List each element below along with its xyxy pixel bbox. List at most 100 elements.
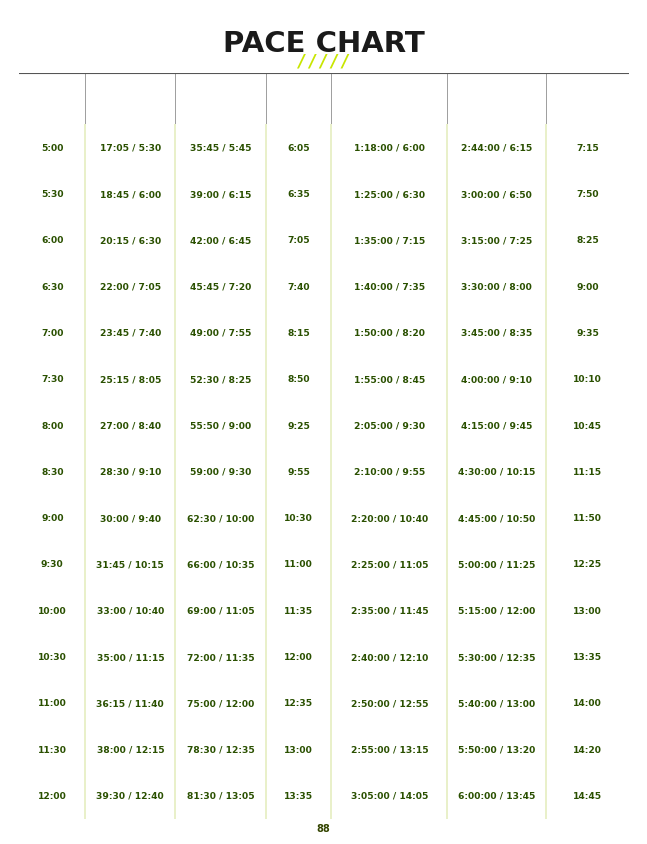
Text: 7:15: 7:15	[576, 143, 599, 153]
Text: 11:35: 11:35	[284, 606, 313, 615]
Text: 13:00: 13:00	[573, 606, 602, 615]
Text: 9:35: 9:35	[576, 328, 599, 338]
Text: 11:30: 11:30	[38, 744, 67, 754]
Text: 45:45 / 7:20: 45:45 / 7:20	[190, 282, 251, 291]
Text: 2:10:00 / 9:55: 2:10:00 / 9:55	[354, 468, 425, 476]
Text: 35:00 / 11:15: 35:00 / 11:15	[96, 652, 164, 662]
Text: MARATHON BEST /
AVG MILE PACE: MARATHON BEST / AVG MILE PACE	[457, 89, 536, 110]
Text: 2:55:00 / 13:15: 2:55:00 / 13:15	[351, 744, 428, 754]
Text: 39:00 / 6:15: 39:00 / 6:15	[190, 190, 251, 199]
Text: HALF MARATHON BEST /
AVG MILE PACE: HALF MARATHON BEST / AVG MILE PACE	[337, 89, 442, 110]
Text: 6:00: 6:00	[41, 236, 63, 245]
Text: 12:35: 12:35	[284, 699, 313, 707]
Text: 18:45 / 6:00: 18:45 / 6:00	[100, 190, 161, 199]
Text: 66:00 / 10:35: 66:00 / 10:35	[187, 560, 254, 569]
Text: 4:30:00 / 10:15: 4:30:00 / 10:15	[458, 468, 535, 476]
Text: 27:00 / 8:40: 27:00 / 8:40	[100, 421, 161, 430]
Text: 55:50 / 9:00: 55:50 / 9:00	[190, 421, 251, 430]
Text: 25:15 / 8:05: 25:15 / 8:05	[100, 375, 161, 384]
Text: 10:30: 10:30	[284, 513, 313, 522]
Text: 23:45 / 7:40: 23:45 / 7:40	[100, 328, 161, 338]
Text: 9:00: 9:00	[41, 513, 63, 522]
Text: 33:00 / 10:40: 33:00 / 10:40	[96, 606, 164, 615]
Text: 11:00: 11:00	[284, 560, 313, 569]
Text: 2:20:00 / 10:40: 2:20:00 / 10:40	[351, 513, 428, 522]
Text: 20:15 / 6:30: 20:15 / 6:30	[100, 236, 161, 245]
Text: 3:30:00 / 8:00: 3:30:00 / 8:00	[461, 282, 532, 291]
Text: 9:55: 9:55	[287, 468, 310, 476]
Text: 2:50:00 / 12:55: 2:50:00 / 12:55	[351, 699, 428, 707]
Text: 14:00: 14:00	[573, 699, 602, 707]
Text: 7:50: 7:50	[576, 190, 598, 199]
Text: 5:30:00 / 12:35: 5:30:00 / 12:35	[458, 652, 535, 662]
Text: 38:00 / 12:15: 38:00 / 12:15	[96, 744, 164, 754]
Text: 8:30: 8:30	[41, 468, 63, 476]
Text: 28:30 / 9:10: 28:30 / 9:10	[100, 468, 161, 476]
Text: 52:30 / 8:25: 52:30 / 8:25	[190, 375, 251, 384]
Text: 8:50: 8:50	[287, 375, 310, 384]
Text: 6:00:00 / 13:45: 6:00:00 / 13:45	[458, 791, 535, 800]
Text: 30:00 / 9:40: 30:00 / 9:40	[100, 513, 161, 522]
Text: 7:05: 7:05	[287, 236, 310, 245]
Text: PACE CHART: PACE CHART	[223, 30, 424, 57]
Text: 31:45 / 10:15: 31:45 / 10:15	[96, 560, 164, 569]
Text: 6:30: 6:30	[41, 282, 63, 291]
Text: 5:15:00 / 12:00: 5:15:00 / 12:00	[458, 606, 535, 615]
Text: 88: 88	[316, 823, 331, 833]
Text: 14:20: 14:20	[573, 744, 602, 754]
Text: 75:00 / 12:00: 75:00 / 12:00	[187, 699, 254, 707]
Text: 13:00: 13:00	[284, 744, 313, 754]
Text: 49:00 / 7:55: 49:00 / 7:55	[190, 328, 251, 338]
Text: 2:35:00 / 11:45: 2:35:00 / 11:45	[351, 606, 428, 615]
Text: 10K BEST /
AVG MILE PACE: 10K BEST / AVG MILE PACE	[188, 89, 253, 110]
Text: 1:55:00 / 8:45: 1:55:00 / 8:45	[354, 375, 425, 384]
Text: 3:45:00 / 8:35: 3:45:00 / 8:35	[461, 328, 532, 338]
Text: 22:00 / 7:05: 22:00 / 7:05	[100, 282, 161, 291]
Text: 5K BEST /
AVG MILE PACE: 5K BEST / AVG MILE PACE	[98, 89, 163, 110]
Text: 36:15 / 11:40: 36:15 / 11:40	[96, 699, 164, 707]
Text: 10:45: 10:45	[573, 421, 602, 430]
Text: 7:00: 7:00	[41, 328, 63, 338]
Text: 1:18:00 / 6:00: 1:18:00 / 6:00	[354, 143, 425, 153]
Text: 9:30: 9:30	[41, 560, 63, 569]
Text: 12:25: 12:25	[573, 560, 602, 569]
Text: 3:00:00 / 6:50: 3:00:00 / 6:50	[461, 190, 532, 199]
Text: 78:30 / 12:35: 78:30 / 12:35	[187, 744, 254, 754]
Text: 4:00:00 / 9:10: 4:00:00 / 9:10	[461, 375, 532, 384]
Text: 3:15:00 / 7:25: 3:15:00 / 7:25	[461, 236, 532, 245]
Text: 5:30: 5:30	[41, 190, 63, 199]
Text: 11:50: 11:50	[573, 513, 602, 522]
Text: 1:35:00 / 7:15: 1:35:00 / 7:15	[354, 236, 425, 245]
Text: 2:40:00 / 12:10: 2:40:00 / 12:10	[351, 652, 428, 662]
Text: RECOVERY DAY
PACE: RECOVERY DAY PACE	[555, 89, 620, 110]
Text: 35:45 / 5:45: 35:45 / 5:45	[190, 143, 251, 153]
Text: 13:35: 13:35	[573, 652, 602, 662]
Text: 5:40:00 / 13:00: 5:40:00 / 13:00	[458, 699, 535, 707]
Text: 10:00: 10:00	[38, 606, 67, 615]
Text: 7:40: 7:40	[287, 282, 310, 291]
Text: 8:15: 8:15	[287, 328, 310, 338]
Text: 8:25: 8:25	[576, 236, 599, 245]
Text: 8:00: 8:00	[41, 421, 63, 430]
Text: MILE BEST: MILE BEST	[30, 95, 75, 104]
Text: 6:35: 6:35	[287, 190, 310, 199]
Text: 12:00: 12:00	[284, 652, 313, 662]
Text: 4:45:00 / 10:50: 4:45:00 / 10:50	[458, 513, 535, 522]
Text: 4:15:00 / 9:45: 4:15:00 / 9:45	[461, 421, 532, 430]
Text: 81:30 / 13:05: 81:30 / 13:05	[187, 791, 254, 800]
Text: 39:30 / 12:40: 39:30 / 12:40	[96, 791, 164, 800]
Text: 1:40:00 / 7:35: 1:40:00 / 7:35	[354, 282, 425, 291]
Text: 10:30: 10:30	[38, 652, 67, 662]
Text: /////: /////	[296, 52, 351, 70]
Text: 5:00:00 / 11:25: 5:00:00 / 11:25	[458, 560, 535, 569]
Text: 1:50:00 / 8:20: 1:50:00 / 8:20	[354, 328, 425, 338]
Text: 9:25: 9:25	[287, 421, 310, 430]
Text: 62:30 / 10:00: 62:30 / 10:00	[187, 513, 254, 522]
Text: TEMPO
AVG MILE PACE: TEMPO AVG MILE PACE	[266, 89, 331, 110]
Text: 14:45: 14:45	[573, 791, 602, 800]
Text: 2:05:00 / 9:30: 2:05:00 / 9:30	[354, 421, 425, 430]
Text: 12:00: 12:00	[38, 791, 67, 800]
Text: 11:00: 11:00	[38, 699, 67, 707]
Text: 5:00: 5:00	[41, 143, 63, 153]
Text: 3:05:00 / 14:05: 3:05:00 / 14:05	[351, 791, 428, 800]
